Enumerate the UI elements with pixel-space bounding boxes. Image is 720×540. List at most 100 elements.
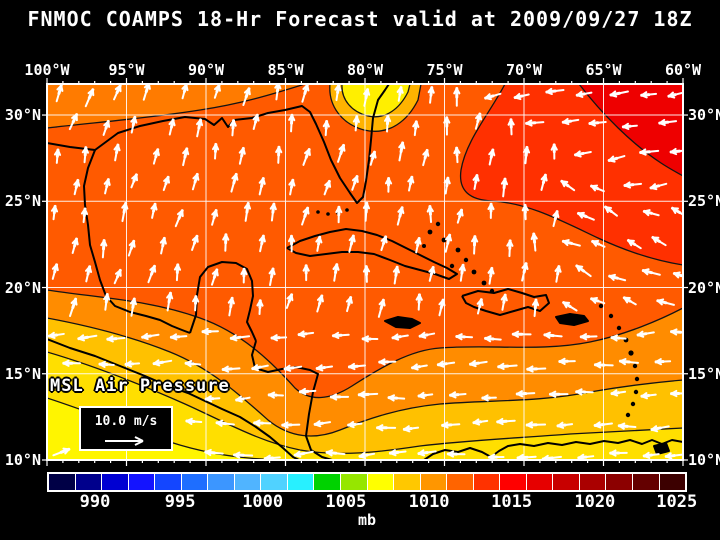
wind-vector-arrow — [323, 179, 332, 196]
wind-vector-arrow — [211, 142, 220, 160]
wind-vector-arrow — [656, 298, 675, 306]
lat-tick-label: 20°N — [4, 278, 41, 297]
lon-tick-label: 95°W — [108, 61, 145, 79]
wind-vector-arrow — [71, 237, 79, 254]
wind-vector-arrow — [325, 449, 346, 457]
wind-vector-arrow — [410, 363, 428, 371]
wind-vector-arrow — [129, 297, 138, 317]
wind-vector-arrow — [453, 146, 461, 164]
wind-vector-arrow — [593, 421, 613, 429]
isobar-contours — [47, 84, 683, 460]
wind-vector-arrow — [487, 202, 495, 219]
wind-vector-arrow — [215, 419, 235, 427]
colorbar-segment — [632, 474, 659, 490]
wind-vector-arrow — [384, 114, 392, 133]
lat-tick-label: 10°N — [4, 451, 41, 469]
wind-vector-arrow — [297, 330, 315, 338]
lat-tick-label: 25°N — [688, 192, 720, 211]
lon-tick-label: 100°W — [24, 61, 70, 79]
colorbar-segment — [74, 474, 102, 490]
wind-vector-arrow — [47, 331, 65, 339]
wind-vector-arrow — [256, 299, 264, 316]
wind-vector-arrow — [438, 298, 446, 317]
wind-vector-arrow — [545, 87, 565, 96]
wind-vector-arrow — [506, 239, 514, 258]
wind-vector-arrow — [513, 92, 530, 101]
graticule-grid — [47, 84, 683, 460]
colorbar-segment — [472, 474, 500, 490]
wind-vector-arrow — [162, 175, 171, 192]
wind-vector-arrow — [298, 387, 317, 396]
wind-vector-arrow — [357, 390, 379, 399]
wind-vector-arrow — [182, 147, 190, 167]
wind-vector-arrow — [558, 357, 576, 365]
wind-vector-arrow — [562, 301, 578, 312]
wind-vector-arrow — [670, 389, 683, 398]
wind-vector-arrow — [384, 177, 393, 193]
wind-vector-arrow — [543, 331, 563, 339]
wind-vector-arrow — [362, 265, 371, 283]
wind-vector-arrow — [658, 118, 678, 127]
wind-vector-arrow — [561, 239, 581, 247]
wind-vector-arrow — [471, 235, 479, 255]
wind-vector-arrow — [617, 422, 637, 430]
wind-vector-arrow — [348, 234, 356, 253]
wind-vector-arrow — [55, 84, 64, 103]
wind-vector-arrow — [455, 333, 474, 341]
wind-vector-arrow — [670, 206, 683, 216]
wind-vector-arrow — [369, 150, 377, 166]
wind-vector-arrow — [474, 112, 483, 130]
colorbar-tick: 1025 — [656, 492, 698, 512]
wind-vector-arrow — [448, 391, 467, 399]
wind-vector-arrow — [80, 207, 89, 224]
colorbar-segment — [260, 474, 287, 490]
lat-tick-label: 10°N — [688, 451, 720, 469]
colorbar-tick: 1020 — [574, 492, 616, 512]
wind-vector-arrow — [361, 335, 379, 343]
lat-tick-label: 25°N — [4, 192, 41, 211]
wind-vector-arrow — [168, 118, 176, 136]
colorbar-segment — [499, 474, 526, 490]
wind-vector-arrow — [664, 452, 683, 460]
colorbar-segment — [605, 474, 633, 490]
wind-vector-arrow — [640, 91, 658, 99]
colorbar-segment — [552, 474, 579, 490]
wind-vector-arrow — [258, 177, 266, 196]
wind-vector-arrow — [422, 148, 430, 167]
wind-vector-arrow — [621, 122, 638, 131]
wind-vector-arrow — [174, 209, 184, 228]
wind-vector-arrow — [670, 328, 683, 336]
lat-tick-label: 30°N — [4, 106, 41, 124]
wind-vector-arrow — [358, 451, 376, 460]
wind-vector-arrow — [121, 201, 129, 223]
wind-vector-arrow — [243, 201, 252, 222]
wind-vector-arrow — [204, 395, 221, 403]
wind-vector-arrow — [68, 113, 79, 131]
wind-vector-arrow — [53, 148, 62, 164]
lon-tick-label: 60°W — [664, 61, 702, 79]
wind-vector-arrow — [191, 234, 199, 251]
wind-vector-arrow — [252, 113, 260, 130]
lat-tick-label: 15°N — [688, 364, 720, 383]
wind-vector-arrow — [610, 334, 627, 342]
field-label: MSL Air Pressure — [50, 376, 230, 396]
wind-vector-arrow — [453, 87, 461, 107]
wind-vector-arrow — [85, 265, 93, 283]
wind-vector-arrow — [654, 358, 672, 366]
wind-vector-arrow — [443, 116, 451, 136]
wind-vector-arrow — [181, 84, 189, 100]
wind-vector-arrow — [196, 118, 204, 138]
colorbar-tick: 1015 — [491, 492, 533, 512]
wind-vector-arrow — [521, 203, 529, 221]
wind-vector-arrow — [238, 146, 246, 165]
wind-vector-arrow — [610, 389, 627, 397]
colorbar-segment — [578, 474, 606, 490]
wind-vector-arrow — [540, 173, 548, 191]
wind-vector-arrow — [618, 358, 639, 366]
wind-vector-arrow — [106, 335, 126, 343]
wind-vector-arrow — [522, 145, 531, 165]
wind-vector-arrow — [352, 115, 360, 132]
wind-vector-arrow — [275, 145, 283, 164]
colorbar-segment — [233, 474, 261, 490]
